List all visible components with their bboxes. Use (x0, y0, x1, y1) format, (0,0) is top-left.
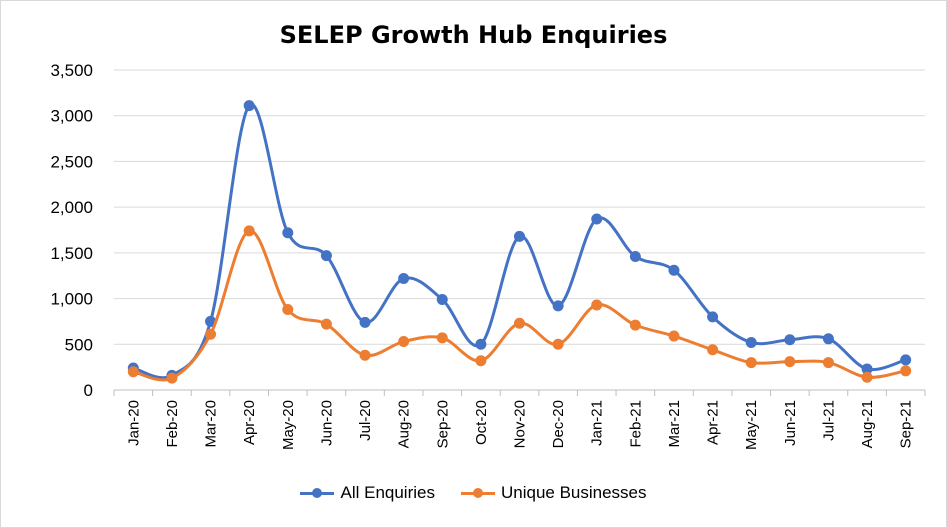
legend-item-all-enquiries: All Enquiries (300, 483, 435, 503)
data-point-unique-businesses (205, 328, 217, 340)
data-point-all-enquiries (475, 338, 487, 350)
data-point-unique-businesses (629, 319, 641, 331)
y-tick-label: 2,500 (50, 152, 93, 171)
data-point-all-enquiries (900, 354, 912, 366)
data-point-unique-businesses (822, 357, 834, 369)
data-point-unique-businesses (900, 365, 912, 377)
data-point-unique-businesses (282, 304, 294, 316)
legend-label: Unique Businesses (500, 483, 647, 502)
x-tick-label: Nov-20 (512, 400, 529, 448)
data-point-all-enquiries (668, 264, 680, 276)
data-point-all-enquiries (514, 230, 525, 242)
x-tick-label: Sep-20 (434, 400, 451, 448)
x-tick-label: Jun-21 (782, 400, 799, 446)
y-tick-label: 3,000 (50, 107, 93, 126)
x-tick-label: Oct-20 (473, 400, 490, 445)
data-point-unique-businesses (166, 372, 178, 384)
x-tick-label: Jan-20 (125, 400, 142, 446)
data-point-all-enquiries (552, 300, 564, 312)
data-point-all-enquiries (282, 227, 294, 239)
chart-title: SELEP Growth Hub Enquiries (279, 21, 668, 49)
x-tick-label: Mar-20 (203, 400, 220, 448)
x-tick-label: Jan-21 (589, 400, 606, 446)
x-tick-label: Dec-20 (550, 400, 567, 448)
data-point-all-enquiries (822, 333, 834, 345)
legend-item-unique-businesses: Unique Businesses (460, 483, 647, 503)
x-tick-label: May-20 (280, 400, 297, 450)
data-point-unique-businesses (398, 336, 410, 348)
y-tick-label: 0 (84, 381, 93, 400)
y-tick-label: 1,000 (50, 290, 93, 309)
data-point-all-enquiries (591, 213, 603, 225)
y-tick-label: 3,500 (50, 61, 93, 80)
data-point-unique-businesses (475, 355, 487, 367)
x-tick-label: Apr-20 (241, 400, 258, 445)
x-tick-label: Apr-21 (705, 400, 722, 445)
x-tick-label: Jul-21 (820, 400, 837, 441)
legend-marker-icon (300, 487, 335, 499)
chart-legend: All Enquiries Unique Businesses (1, 483, 946, 503)
x-tick-label: Sep-21 (898, 400, 915, 448)
data-point-all-enquiries (436, 293, 448, 305)
y-tick-label: 500 (65, 335, 93, 354)
data-point-all-enquiries (243, 100, 255, 112)
x-tick-label: Feb-21 (627, 400, 644, 448)
data-point-unique-businesses (861, 371, 873, 383)
x-tick-label: Feb-20 (164, 400, 181, 448)
data-point-unique-businesses (243, 225, 255, 237)
data-point-all-enquiries (398, 272, 410, 284)
x-tick-label: Mar-21 (666, 400, 683, 448)
data-point-unique-businesses (320, 318, 332, 330)
data-point-unique-businesses (552, 338, 564, 350)
data-point-all-enquiries (320, 250, 332, 262)
data-point-unique-businesses (707, 344, 719, 356)
data-point-unique-businesses (745, 357, 757, 369)
data-point-all-enquiries (359, 316, 371, 328)
x-tick-label: Aug-21 (859, 400, 876, 448)
data-point-unique-businesses (359, 349, 371, 361)
data-point-unique-businesses (591, 299, 603, 311)
data-point-all-enquiries (745, 336, 757, 348)
x-tick-label: Aug-20 (396, 400, 413, 448)
data-point-unique-businesses (514, 317, 525, 329)
data-point-unique-businesses (127, 366, 139, 378)
legend-marker-icon (460, 487, 495, 499)
data-point-all-enquiries (784, 334, 796, 346)
y-tick-label: 1,500 (50, 244, 93, 263)
x-tick-label: Jul-20 (357, 400, 374, 441)
legend-label: All Enquiries (340, 483, 435, 502)
data-point-all-enquiries (629, 251, 641, 263)
data-point-unique-businesses (436, 332, 448, 344)
data-point-unique-businesses (784, 356, 796, 368)
data-point-all-enquiries (707, 311, 719, 323)
x-tick-label: May-21 (743, 400, 760, 450)
x-tick-label: Jun-20 (318, 400, 335, 446)
y-tick-label: 2,000 (50, 198, 93, 217)
data-point-unique-businesses (668, 330, 680, 342)
